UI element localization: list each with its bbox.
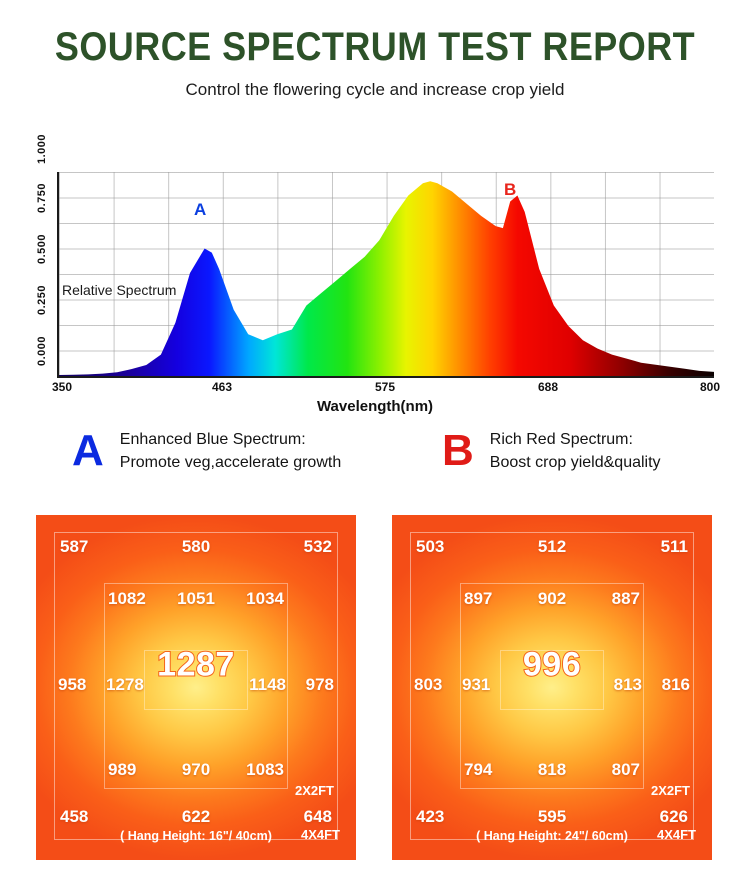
x-tick-0: 350 bbox=[52, 380, 73, 394]
par-value-mid-mid-left: 931 bbox=[462, 675, 491, 694]
par-value-mid-top-left: 897 bbox=[464, 589, 493, 608]
par-center-value: 996 bbox=[522, 645, 582, 685]
par-value-outer-bottom-right: 626 bbox=[659, 807, 688, 826]
legend-text-b: Rich Red Spectrum: Boost crop yield&qual… bbox=[490, 428, 661, 474]
par-value-mid-mid-right: 813 bbox=[613, 675, 642, 694]
par-value-mid-top-left: 1082 bbox=[108, 589, 146, 608]
y-tick-2: 0.500 bbox=[36, 234, 48, 265]
par-value-outer-mid-right: 816 bbox=[661, 675, 690, 694]
legend-b-line2: Boost crop yield&quality bbox=[489, 454, 661, 472]
par-value-outer-top-right: 532 bbox=[303, 537, 332, 556]
legend-text-a: Enhanced Blue Spectrum: Promote veg,acce… bbox=[120, 428, 341, 474]
par-mid-box-2x2ft bbox=[104, 583, 288, 789]
par-value-mid-mid-left: 1278 bbox=[106, 675, 144, 694]
par-value-outer-bottom-left: 423 bbox=[416, 807, 445, 826]
legend-a-line2: Promote veg,accelerate growth bbox=[119, 454, 342, 472]
legend-item-b: B Rich Red Spectrum: Boost crop yield&qu… bbox=[442, 428, 661, 474]
par-label-4x4ft: 4X4FT bbox=[656, 827, 696, 842]
par-value-mid-bottom-center: 818 bbox=[537, 760, 567, 779]
par-outer-box-4x4ft bbox=[54, 532, 338, 840]
par-value-mid-top-center: 902 bbox=[537, 589, 567, 608]
par-value-outer-mid-left: 958 bbox=[58, 675, 87, 694]
par-hang-height-label: ( Hang Height: 24"/ 60cm) bbox=[476, 829, 628, 843]
legend-letter-a: A bbox=[72, 426, 104, 476]
x-tick-2: 575 bbox=[375, 380, 396, 394]
par-value-mid-top-center: 1051 bbox=[177, 589, 215, 608]
par-value-mid-bottom-left: 989 bbox=[108, 760, 137, 779]
par-label-4x4ft: 4X4FT bbox=[300, 827, 340, 842]
page-subtitle: Control the flowering cycle and increase… bbox=[185, 80, 565, 99]
par-mid-box-2x2ft bbox=[460, 583, 644, 789]
x-tick-4: 800 bbox=[700, 380, 721, 394]
par-value-outer-top-left: 587 bbox=[60, 537, 89, 556]
par-center-box bbox=[144, 650, 248, 710]
y-axis-title: Relative Spectrum bbox=[62, 282, 177, 298]
x-axis-title: Wavelength(nm) bbox=[316, 398, 434, 415]
x-tick-3: 688 bbox=[538, 380, 559, 394]
par-hang-height-label: ( Hang Height: 16"/ 40cm) bbox=[120, 829, 272, 843]
par-value-outer-bottom-center: 622 bbox=[181, 807, 211, 826]
par-value-outer-mid-right: 978 bbox=[305, 675, 334, 694]
par-value-mid-top-right: 1034 bbox=[246, 589, 284, 608]
par-value-mid-top-right: 887 bbox=[611, 589, 640, 608]
y-tick-3: 0.750 bbox=[36, 183, 48, 214]
par-value-outer-mid-left: 803 bbox=[414, 675, 443, 694]
peak-label-a: A bbox=[194, 200, 207, 219]
y-tick-0: 0.000 bbox=[36, 336, 48, 367]
legend-a-line1: Enhanced Blue Spectrum: bbox=[119, 431, 306, 448]
par-value-mid-bottom-center: 970 bbox=[181, 760, 211, 779]
par-value-outer-bottom-right: 648 bbox=[303, 807, 332, 826]
legend-b-line1: Rich Red Spectrum: bbox=[489, 431, 633, 448]
par-value-outer-top-center: 512 bbox=[537, 537, 567, 556]
par-value-outer-bottom-left: 458 bbox=[60, 807, 89, 826]
peak-label-b: B bbox=[504, 180, 517, 199]
par-map-16in: 587 580 532 958 978 458 622 648 1082 105… bbox=[36, 515, 356, 860]
y-tick-1: 0.250 bbox=[36, 285, 48, 316]
par-value-mid-bottom-left: 794 bbox=[464, 760, 493, 779]
legend-letter-b: B bbox=[442, 426, 474, 476]
par-value-outer-bottom-center: 595 bbox=[537, 807, 567, 826]
y-tick-4: 1.000 bbox=[36, 134, 48, 165]
par-value-outer-top-left: 503 bbox=[416, 537, 445, 556]
par-value-outer-top-center: 580 bbox=[181, 537, 211, 556]
par-value-outer-top-right: 511 bbox=[660, 537, 688, 556]
spectrum-curve bbox=[59, 181, 714, 376]
par-value-mid-bottom-right: 807 bbox=[611, 760, 640, 779]
par-value-mid-bottom-right: 1083 bbox=[246, 760, 284, 779]
report-header: SOURCE SPECTRUM TEST REPORT Control the … bbox=[0, 0, 750, 100]
par-maps-section: 587 580 532 958 978 458 622 648 1082 105… bbox=[0, 515, 750, 865]
par-outer-box-4x4ft bbox=[410, 532, 694, 840]
par-center-value: 1287 bbox=[156, 645, 235, 685]
legend-item-a: A Enhanced Blue Spectrum: Promote veg,ac… bbox=[72, 428, 341, 474]
spectrum-chart: Relative Spectrum 0.000 0.250 0.500 0.75… bbox=[0, 132, 750, 422]
page-title: SOURCE SPECTRUM TEST REPORT bbox=[54, 25, 696, 69]
par-map-24in: 503 512 511 803 816 423 595 626 897 902 … bbox=[392, 515, 712, 860]
par-center-box bbox=[500, 650, 604, 710]
par-label-2x2ft: 2X2FT bbox=[650, 783, 690, 798]
par-value-mid-mid-right: 1148 bbox=[249, 675, 286, 694]
par-label-2x2ft: 2X2FT bbox=[294, 783, 334, 798]
x-tick-1: 463 bbox=[212, 380, 233, 394]
chart-plot-area bbox=[57, 172, 714, 378]
spectrum-legend: A Enhanced Blue Spectrum: Promote veg,ac… bbox=[0, 424, 750, 496]
